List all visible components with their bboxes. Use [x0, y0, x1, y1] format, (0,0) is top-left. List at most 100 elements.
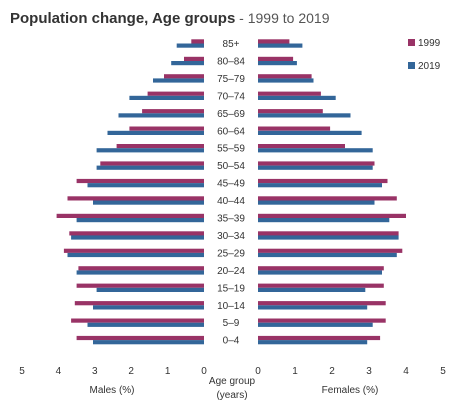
bar-males-1999-8	[76, 178, 204, 184]
bar-females-2019-9	[258, 200, 375, 205]
category-label: 30–34	[217, 231, 245, 242]
bar-females-1999-0	[258, 39, 290, 44]
bar-females-1999-10	[258, 213, 406, 218]
bar-males-2019-6	[96, 148, 204, 153]
bar-females-2019-4	[258, 113, 351, 118]
bar-females-2019-13	[258, 270, 382, 275]
bar-males-1999-10	[56, 213, 204, 218]
bar-males-1999-17	[76, 335, 204, 341]
bar-females-2019-14	[258, 287, 366, 292]
bar-males-2019-16	[87, 322, 204, 327]
category-label: 35–39	[217, 214, 245, 225]
bar-females-2019-3	[258, 95, 336, 100]
category-label: 5–9	[223, 318, 240, 329]
bar-females-2019-16	[258, 322, 373, 327]
category-labels-group: 85+ 80–84 75–79 70–74 65–69 60–64 55–59 50–54 45…	[217, 39, 245, 347]
x-axis-label-males: Males (%)	[89, 385, 134, 396]
x-axis-label-age-group: Age group	[209, 376, 256, 387]
category-label: 15–19	[217, 283, 245, 294]
bar-females-1999-9	[258, 196, 397, 201]
bar-females-1999-2	[258, 74, 312, 79]
bar-females-1999-7	[258, 161, 375, 166]
bar-females-1999-16	[258, 318, 386, 323]
bar-males-1999-11	[69, 231, 204, 236]
chart-subtitle: - 1999 to 2019	[235, 10, 329, 26]
bar-males-2019-8	[87, 183, 204, 188]
x-tick-label-right: 2	[329, 366, 335, 377]
chart-title: Population change, Age groups	[10, 10, 235, 27]
bar-females-2019-5	[258, 130, 362, 135]
legend-swatch-2019	[408, 62, 415, 69]
category-label: 40–44	[217, 196, 245, 207]
x-axis-label-females: Females (%)	[322, 385, 379, 396]
x-tick-label-left: 1	[165, 366, 171, 377]
legend-label-2019: 2019	[418, 61, 441, 72]
bar-males-2019-4	[118, 113, 204, 118]
x-tick-label-left: 2	[128, 366, 134, 377]
bar-males-2019-7	[96, 165, 204, 170]
bar-females-1999-15	[258, 301, 386, 306]
x-tick-label-left: 0	[201, 366, 207, 377]
tick-labels-group: 5 4 3 2 1 0 0 1 2 3 4 5	[19, 366, 446, 377]
bar-females-1999-3	[258, 91, 321, 96]
bar-males-2019-5	[107, 130, 204, 135]
bar-males-1999-12	[63, 248, 205, 253]
bar-males-1999-7	[100, 161, 204, 166]
bar-females-1999-17	[258, 335, 381, 341]
bar-females-2019-0	[258, 43, 303, 48]
bar-females-2019-8	[258, 183, 382, 188]
bar-males-2019-3	[129, 95, 204, 100]
bar-females-2019-7	[258, 165, 373, 170]
bar-females-2019-15	[258, 305, 368, 310]
legend-swatch-1999	[408, 39, 415, 46]
category-label: 20–24	[217, 266, 245, 277]
bar-males-1999-15	[74, 301, 204, 306]
bar-males-1999-1	[184, 56, 204, 61]
category-label: 80–84	[217, 57, 245, 68]
bar-males-1999-2	[164, 74, 204, 79]
category-label: 0–4	[223, 336, 240, 347]
bar-females-1999-12	[258, 248, 403, 253]
bar-males-2019-0	[176, 43, 204, 48]
x-axis-label-years: (years)	[216, 390, 247, 401]
x-tick-label-right: 0	[255, 366, 261, 377]
bar-males-2019-13	[76, 270, 204, 275]
bar-males-1999-6	[116, 144, 204, 149]
category-label: 50–54	[217, 161, 245, 172]
bar-males-2019-14	[96, 287, 204, 292]
bar-females-2019-6	[258, 148, 373, 153]
bar-females-1999-8	[258, 178, 388, 184]
x-tick-label-left: 4	[56, 366, 62, 377]
category-label: 25–29	[217, 248, 245, 259]
bar-females-1999-1	[258, 56, 294, 61]
category-label: 55–59	[217, 144, 245, 155]
x-tick-label-left: 3	[92, 366, 98, 377]
category-label: 65–69	[217, 109, 245, 120]
bar-females-1999-14	[258, 283, 384, 288]
x-tick-label-right: 5	[440, 366, 446, 377]
x-tick-label-right: 3	[366, 366, 372, 377]
bar-males-2019-2	[153, 78, 204, 83]
bar-females-2019-10	[258, 218, 390, 223]
bar-females-2019-1	[258, 61, 297, 66]
bar-males-2019-12	[67, 252, 204, 258]
bars-group	[56, 39, 406, 345]
bar-males-1999-16	[71, 318, 204, 323]
bar-females-2019-12	[258, 252, 397, 258]
bar-males-1999-3	[147, 91, 204, 96]
bar-males-2019-1	[171, 61, 204, 66]
bar-females-1999-11	[258, 231, 399, 236]
bar-males-1999-5	[129, 126, 204, 131]
legend: 1999 2019	[408, 38, 441, 72]
category-label: 10–14	[217, 301, 245, 312]
bar-males-2019-15	[93, 305, 204, 310]
bar-males-1999-13	[78, 266, 204, 271]
category-label: 75–79	[217, 74, 245, 85]
bar-males-2019-10	[76, 218, 204, 223]
category-label: 60–64	[217, 126, 245, 137]
bar-males-2019-11	[71, 235, 204, 240]
bar-males-1999-4	[142, 109, 204, 114]
category-label: 85+	[223, 39, 240, 50]
